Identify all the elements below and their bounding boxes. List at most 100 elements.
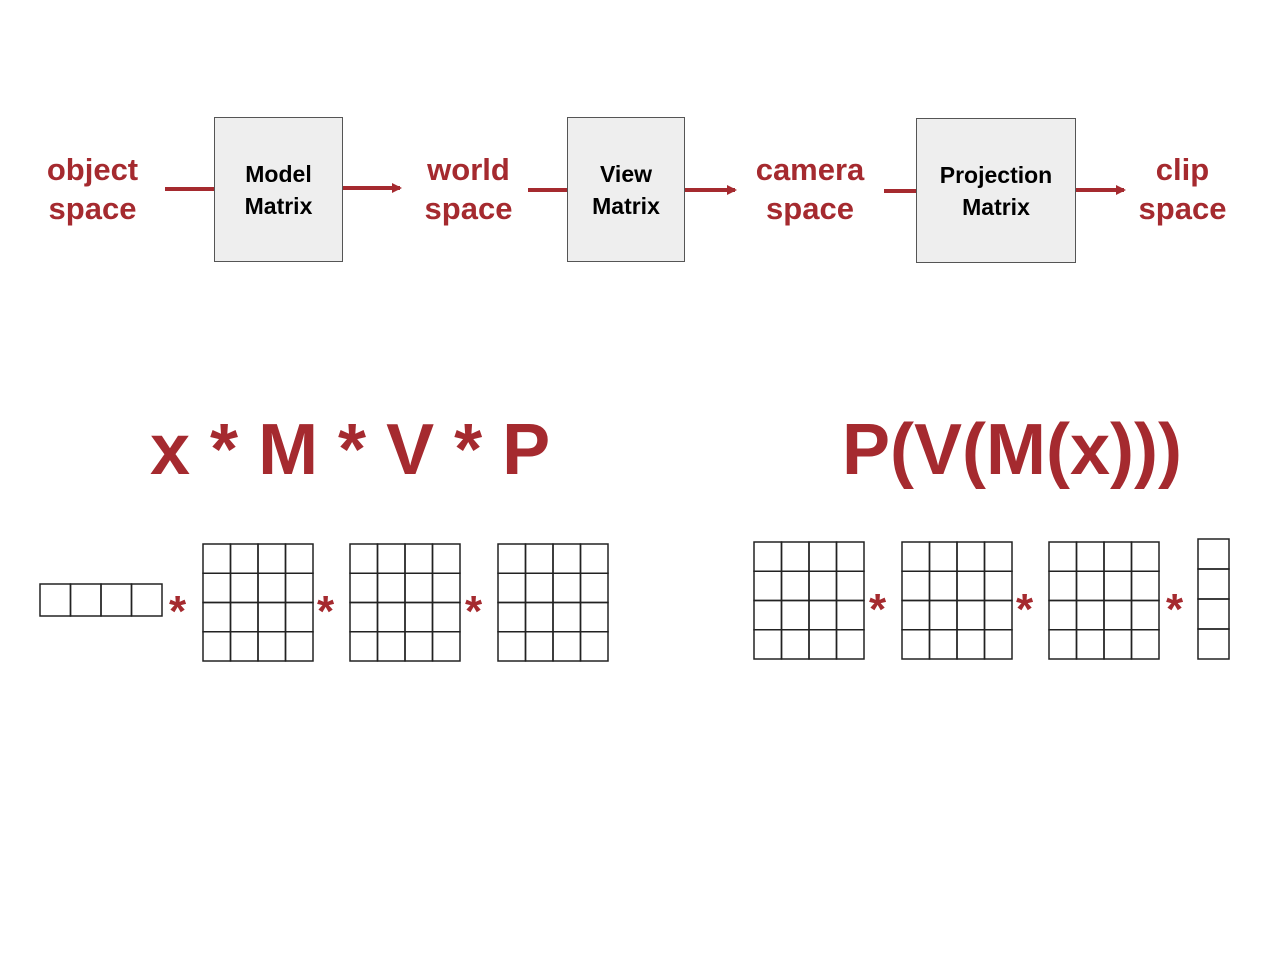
matrix-cell: [983, 629, 1013, 660]
space-label-object: object space: [46, 152, 139, 226]
matrix-cell: [835, 541, 865, 572]
matrix-cell: [579, 572, 609, 604]
matrix-cell: [1048, 541, 1078, 572]
matrix-cell: [229, 631, 259, 662]
projection-matrix-box: Projection Matrix: [916, 118, 1076, 263]
matrix-cell: [983, 599, 1013, 631]
matrix-cell: [431, 601, 461, 633]
multiply-operator: *: [317, 587, 335, 636]
matrix-cell: [1103, 599, 1133, 631]
matrix-cell: [376, 543, 406, 574]
matrix-cell: [552, 543, 582, 574]
model-matrix-label: Model Matrix: [244, 160, 313, 219]
matrix-cell: [1103, 629, 1133, 660]
multiply-operator: *: [169, 587, 187, 636]
matrix-cell: [404, 601, 434, 633]
matrix-cell: [1197, 568, 1230, 600]
view-matrix-box: View Matrix: [567, 117, 685, 262]
matrix-cell: [956, 541, 986, 572]
matrix-cell: [1130, 599, 1160, 631]
matrix-cell: [835, 629, 865, 660]
matrix-cell: [404, 543, 434, 574]
space-label-camera: camera space: [755, 152, 865, 226]
matrix-cell: [100, 583, 133, 617]
formula-column-vector: P(V(M(x))): [842, 410, 1182, 490]
matrix-cell: [376, 631, 406, 662]
matrix-cell: [257, 601, 287, 633]
multiply-operator: *: [465, 587, 483, 636]
matrix-cell: [753, 629, 783, 660]
matrix-cell: [552, 601, 582, 633]
matrix-cell: [284, 601, 314, 633]
matrix-cell: [284, 572, 314, 604]
matrix-cell: [404, 631, 434, 662]
space-label-world: world space: [424, 152, 513, 226]
matrix-cell: [901, 599, 931, 631]
matrix-cell: [202, 631, 232, 662]
matrix-cell: [1103, 570, 1133, 602]
view-matrix-label: View Matrix: [592, 160, 660, 219]
matrix-cell: [257, 543, 287, 574]
matrix-cell: [229, 601, 259, 633]
matrix-cell: [956, 629, 986, 660]
matrix-cell: [202, 572, 232, 604]
matrix-cell: [1130, 541, 1160, 572]
matrix-grid: [202, 543, 314, 662]
matrix-cell: [808, 629, 838, 660]
matrix-cell: [928, 629, 958, 660]
matrix-cell: [376, 572, 406, 604]
matrix-cell: [928, 541, 958, 572]
matrix-cell: [780, 541, 810, 572]
matrix-cell: [229, 572, 259, 604]
matrix-grid: [1048, 541, 1160, 660]
matrix-cell: [1075, 541, 1105, 572]
matrix-cell: [69, 583, 102, 617]
matrix-cell: [349, 631, 379, 662]
matrix-cell: [497, 601, 527, 633]
matrix-cell: [349, 572, 379, 604]
matrix-cell: [753, 599, 783, 631]
matrix-cell: [1075, 570, 1105, 602]
matrix-cell: [497, 631, 527, 662]
matrix-cell: [1197, 628, 1230, 660]
matrix-cell: [780, 599, 810, 631]
multiply-operator: *: [1016, 585, 1034, 634]
matrix-cell: [1103, 541, 1133, 572]
multiply-operator: *: [869, 585, 887, 634]
matrix-cell: [431, 631, 461, 662]
matrix-cell: [901, 541, 931, 572]
matrix-cell: [349, 601, 379, 633]
projection-matrix-label: Projection Matrix: [939, 161, 1053, 220]
matrix-cell: [524, 543, 554, 574]
matrix-cell: [376, 601, 406, 633]
matrix-cell: [780, 629, 810, 660]
matrix-cell: [257, 631, 287, 662]
matrix-cell: [579, 601, 609, 633]
matrix-cell: [497, 572, 527, 604]
matrix-cell: [1048, 599, 1078, 631]
matrix-cell: [1075, 599, 1105, 631]
matrix-cell: [753, 541, 783, 572]
matrix-grid: [753, 541, 865, 660]
space-label-clip: clip space: [1138, 152, 1227, 226]
matrix-cell: [1048, 570, 1078, 602]
matrix-cell: [835, 599, 865, 631]
matrix-cell: [552, 631, 582, 662]
matrix-cell: [579, 543, 609, 574]
matrix-cell: [497, 543, 527, 574]
matrix-cell: [524, 572, 554, 604]
column-vector-grid: [1197, 538, 1230, 660]
matrix-cell: [1130, 629, 1160, 660]
matrix-cell: [284, 543, 314, 574]
matrix-cell: [780, 570, 810, 602]
matrix-cell: [835, 570, 865, 602]
matrix-cell: [579, 631, 609, 662]
matrix-cell: [202, 601, 232, 633]
matrix-cell: [284, 631, 314, 662]
matrix-cell: [928, 599, 958, 631]
matrix-cell: [956, 599, 986, 631]
model-matrix-box: Model Matrix: [214, 117, 343, 262]
matrix-cell: [808, 570, 838, 602]
matrix-cell: [349, 543, 379, 574]
